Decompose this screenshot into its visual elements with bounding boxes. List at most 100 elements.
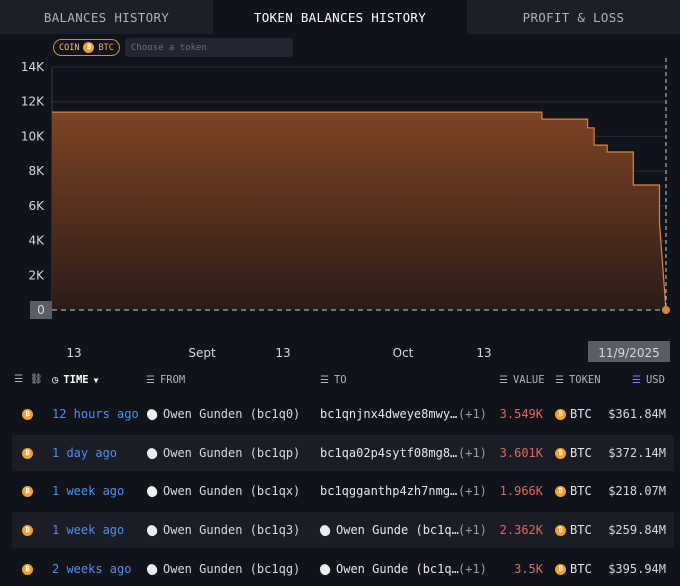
time-column-header[interactable]: ◷ TIME ▼ <box>52 374 99 386</box>
sort-desc-icon: ▼ <box>93 375 99 385</box>
tx-value: 3.5K <box>514 562 543 576</box>
x-tick-label: 13 <box>476 346 491 360</box>
y-tick-label: 2K <box>28 268 45 282</box>
tx-usd-value: $361.84M <box>608 407 666 421</box>
btc-icon: ₿ <box>555 447 566 459</box>
entity-icon <box>145 445 159 461</box>
tx-from-link[interactable]: Owen Gunden (bc1q0) <box>145 396 300 432</box>
tab-token-balances-history[interactable]: TOKEN BALANCES HISTORY <box>213 0 467 34</box>
tx-to-link[interactable]: bc1qgganthp4zh7nmg… <box>320 484 458 498</box>
tab-balances-history[interactable]: BALANCES HISTORY <box>0 0 213 34</box>
coin-filter-chip[interactable]: COIN ₿ BTC <box>53 39 120 56</box>
tx-token[interactable]: ₿ BTC <box>555 396 592 432</box>
tx-time-link[interactable]: 1 week ago <box>52 523 125 537</box>
entity-icon <box>318 561 332 577</box>
filter-icon: ☰ <box>499 374 508 386</box>
tx-more-count[interactable]: (+1) <box>458 523 487 537</box>
tx-token[interactable]: ₿ BTC <box>555 512 592 548</box>
btc-icon: ₿ <box>555 563 566 575</box>
tx-usd-value: $259.84M <box>608 523 666 537</box>
row-btc-icon: ₿ <box>22 551 33 586</box>
tx-time-link[interactable]: 2 weeks ago <box>52 562 132 576</box>
tx-from-link[interactable]: Owen Gunden (bc1qp) <box>145 435 300 471</box>
table-row[interactable]: ₿ 1 week ago Owen Gunden (bc1q3) Owen Gunde… <box>12 512 674 548</box>
y-tick-label: 12K <box>21 95 45 109</box>
tx-to-link[interactable]: Owen Gunde (bc1q… <box>318 512 476 548</box>
tx-from-link[interactable]: Owen Gunden (bc1qx) <box>145 473 300 509</box>
value-column-header[interactable]: ☰ VALUE <box>499 374 545 386</box>
entity-icon <box>145 406 159 422</box>
coin-filter-symbol: BTC <box>98 42 114 53</box>
tx-value: 3.549K <box>499 407 543 421</box>
row-btc-icon: ₿ <box>22 396 33 432</box>
filter-icon: ☰ <box>146 374 155 386</box>
token-search-input[interactable] <box>125 38 293 57</box>
table-row[interactable]: ₿ 1 day ago Owen Gunden (bc1qp) bc1qa02p4sy… <box>12 435 674 471</box>
y-axis-labels: 14K 12K 10K 8K 6K 4K 2K <box>21 60 45 282</box>
entity-icon <box>145 561 159 577</box>
cursor-value-badge: 0 <box>30 301 52 319</box>
tx-value: 2.362K <box>499 523 543 537</box>
row-btc-icon: ₿ <box>22 512 33 548</box>
entity-icon <box>318 522 332 538</box>
y-tick-label: 8K <box>28 164 45 178</box>
btc-icon: ₿ <box>555 408 566 420</box>
from-column-header[interactable]: ☰ FROM <box>146 374 186 386</box>
x-axis-labels: 13 Sept 13 Oct 13 <box>66 346 491 360</box>
balance-area <box>52 112 666 310</box>
balance-line <box>52 111 667 311</box>
tx-value: 1.966K <box>499 484 543 498</box>
tx-more-count[interactable]: (+1) <box>458 407 487 421</box>
table-header: ☰ ⛓ ◷ TIME ▼ ☰ FROM ☰ TO ☰ VALUE ☰ TOKEN… <box>0 370 680 392</box>
tx-time-link[interactable]: 1 week ago <box>52 484 125 498</box>
tx-token[interactable]: ₿ BTC <box>555 435 592 471</box>
tx-value: 3.601K <box>499 446 543 460</box>
list-filter-icon[interactable]: ☰ <box>14 374 23 385</box>
table-row[interactable]: ₿ 12 hours ago Owen Gunden (bc1q0) bc1qnjnx… <box>12 396 674 432</box>
row-btc-icon: ₿ <box>22 435 33 471</box>
y-tick-label: 10K <box>21 129 45 143</box>
tx-usd-value: $218.07M <box>608 484 666 498</box>
tx-from-link[interactable]: Owen Gunden (bc1q3) <box>145 512 300 548</box>
entity-icon <box>145 522 159 538</box>
cursor-date-text: 11/9/2025 <box>598 346 660 360</box>
tx-to-link[interactable]: bc1qnjnx4dweye8mwy… <box>320 407 458 421</box>
btc-icon: ₿ <box>83 42 95 53</box>
tx-more-count[interactable]: (+1) <box>458 562 487 576</box>
tx-token[interactable]: ₿ BTC <box>555 551 592 586</box>
y-tick-label: 6K <box>28 199 45 213</box>
tx-time-link[interactable]: 12 hours ago <box>52 407 139 421</box>
coin-filter-label: COIN <box>59 42 80 53</box>
x-tick-label: 13 <box>66 346 81 360</box>
to-column-header[interactable]: ☰ TO <box>320 374 347 386</box>
token-column-header[interactable]: ☰ TOKEN <box>555 374 601 386</box>
tx-from-link[interactable]: Owen Gunden (bc1qg) <box>145 551 300 586</box>
tx-more-count[interactable]: (+1) <box>458 446 487 460</box>
tx-time-link[interactable]: 1 day ago <box>52 446 118 460</box>
table-row[interactable]: ₿ 1 week ago Owen Gunden (bc1qx) bc1qgganth… <box>12 473 674 509</box>
row-btc-icon: ₿ <box>22 473 33 509</box>
link-icon[interactable]: ⛓ <box>30 374 43 385</box>
filter-icon: ☰ <box>320 374 329 386</box>
filter-icon: ☰ <box>555 374 564 386</box>
x-tick-label: Sept <box>188 346 216 360</box>
y-tick-label: 4K <box>28 234 45 248</box>
table-row[interactable]: ₿ 2 weeks ago Owen Gunden (bc1qg) Owen Gund… <box>12 551 674 586</box>
filter-icon: ☰ <box>632 374 641 386</box>
tx-to-link[interactable]: Owen Gunde (bc1q… <box>318 551 476 586</box>
cursor-date-badge: 11/9/2025 <box>588 341 670 362</box>
clock-icon: ◷ <box>52 374 59 386</box>
cursor-date-badge-bg <box>588 341 670 362</box>
usd-column-header[interactable]: ☰ USD <box>632 374 665 386</box>
tx-token[interactable]: ₿ BTC <box>555 473 592 509</box>
tab-bar: BALANCES HISTORY TOKEN BALANCES HISTORY … <box>0 0 680 34</box>
y-tick-label: 14K <box>21 60 45 74</box>
x-tick-label: Oct <box>393 346 414 360</box>
btc-icon: ₿ <box>555 485 566 497</box>
balance-chart[interactable]: 14K 12K 10K 8K 6K 4K 2K 13 Sept 13 Oct 13 0 11/9/2… <box>0 58 680 366</box>
tx-more-count[interactable]: (+1) <box>458 484 487 498</box>
tx-usd-value: $372.14M <box>608 446 666 460</box>
tab-profit-loss[interactable]: PROFIT & LOSS <box>467 0 680 34</box>
tx-to-link[interactable]: bc1qa02p4sytf08mg8… <box>320 446 458 460</box>
tx-usd-value: $395.94M <box>608 562 666 576</box>
